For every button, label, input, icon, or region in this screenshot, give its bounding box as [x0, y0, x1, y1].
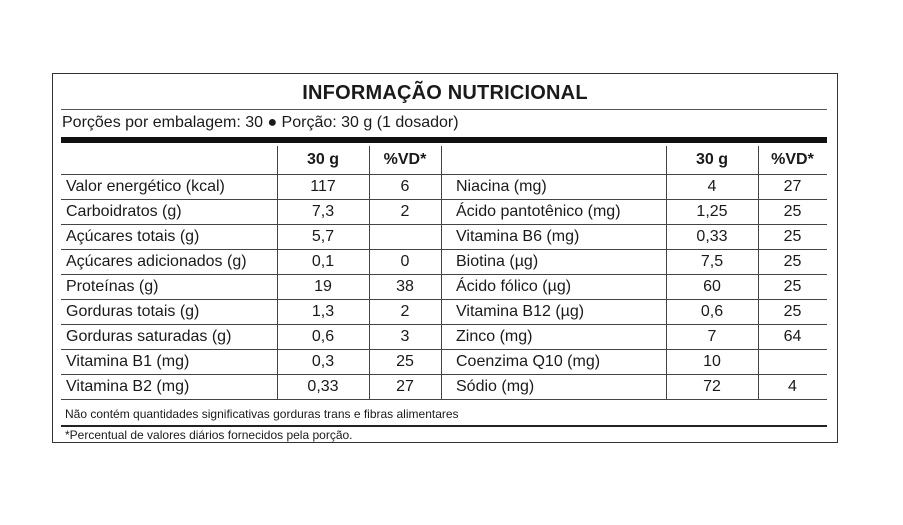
right-nutrient-name: Niacina (mg) — [456, 177, 547, 195]
right-nutrient-dv: 64 — [783, 327, 802, 345]
right-nutrient-dv: 25 — [783, 277, 802, 295]
left-nutrient-amount: 19 — [314, 277, 332, 295]
right-nutrient-amount: 0,6 — [700, 302, 724, 320]
left-nutrient-dv: 38 — [396, 277, 414, 295]
right-nutrient-name: Vitamina B12 (µg) — [456, 302, 585, 320]
left-nutrient-dv: 2 — [400, 302, 410, 320]
table-row: Gorduras totais (g) 1,3 2 Vitamina B12 (… — [61, 299, 827, 325]
left-nutrient-dv: 2 — [400, 202, 410, 220]
left-nutrient-dv: 27 — [396, 377, 414, 395]
footnote-divider — [61, 425, 827, 427]
left-nutrient-dv: 25 — [396, 352, 414, 370]
left-nutrient-amount: 117 — [310, 177, 336, 195]
right-nutrient-name: Zinco (mg) — [456, 327, 533, 345]
right-nutrient-name: Ácido fólico (µg) — [456, 277, 572, 295]
right-nutrient-amount: 60 — [703, 277, 721, 295]
header-amount-right: 30 g — [695, 151, 728, 168]
footnote-trans-fat: Não contém quantidades significativas go… — [65, 407, 459, 421]
left-nutrient-name: Vitamina B1 (mg) — [66, 352, 190, 370]
right-nutrient-amount: 4 — [707, 177, 717, 195]
thick-divider — [61, 137, 827, 143]
right-nutrient-dv: 25 — [783, 227, 802, 245]
right-nutrient-amount: 7,5 — [700, 252, 724, 270]
nutrition-facts-panel: INFORMAÇÃO NUTRICIONAL Porções por embal… — [52, 73, 838, 443]
right-nutrient-name: Ácido pantotênico (mg) — [456, 202, 621, 220]
left-nutrient-name: Proteínas (g) — [66, 277, 159, 295]
right-nutrient-dv: 25 — [783, 252, 802, 270]
left-nutrient-name: Carboidratos (g) — [66, 202, 182, 220]
left-nutrient-dv: 6 — [400, 177, 410, 195]
column-divider — [758, 146, 759, 399]
right-nutrient-name: Biotina (µg) — [456, 252, 539, 270]
right-nutrient-dv: 25 — [783, 202, 802, 220]
left-nutrient-name: Açúcares adicionados (g) — [66, 252, 247, 270]
title-divider — [61, 109, 827, 110]
left-nutrient-name: Açúcares totais (g) — [66, 227, 200, 245]
left-nutrient-amount: 5,7 — [311, 227, 335, 245]
left-nutrient-amount: 7,3 — [311, 202, 335, 220]
right-nutrient-name: Vitamina B6 (mg) — [456, 227, 580, 245]
column-divider — [666, 146, 667, 399]
left-nutrient-amount: 0,3 — [311, 352, 335, 370]
table-row: Valor energético (kcal) 117 6 Niacina (m… — [61, 174, 827, 200]
left-nutrient-amount: 0,33 — [307, 377, 339, 395]
table-header-row: 30 g %VD* 30 g %VD* — [61, 146, 827, 175]
left-nutrient-name: Valor energético (kcal) — [66, 177, 225, 195]
left-nutrient-dv — [369, 224, 441, 249]
right-nutrient-amount: 1,25 — [696, 202, 728, 220]
right-nutrient-dv: 27 — [783, 177, 802, 195]
right-nutrient-name: Sódio (mg) — [456, 377, 535, 395]
table-row: Açúcares adicionados (g) 0,1 0 Biotina (… — [61, 249, 827, 275]
header-dv-right: %VD* — [771, 151, 814, 168]
left-nutrient-amount: 0,6 — [311, 327, 335, 345]
header-amount-left: 30 g — [306, 151, 339, 168]
left-nutrient-amount: 0,1 — [311, 252, 335, 270]
right-nutrient-amount: 72 — [703, 377, 721, 395]
right-nutrient-dv: 25 — [783, 302, 802, 320]
column-divider — [369, 146, 370, 399]
serving-info: Porções por embalagem: 30 ● Porção: 30 g… — [62, 114, 459, 131]
left-nutrient-name: Gorduras saturadas (g) — [66, 327, 232, 345]
table-row: Vitamina B2 (mg) 0,33 27 Sódio (mg) 72 4 — [61, 374, 827, 400]
column-divider — [277, 146, 278, 399]
table-row: Carboidratos (g) 7,3 2 Ácido pantotênico… — [61, 199, 827, 225]
left-nutrient-dv: 0 — [400, 252, 410, 270]
table-row: Gorduras saturadas (g) 0,6 3 Zinco (mg) … — [61, 324, 827, 350]
right-nutrient-amount: 10 — [703, 352, 721, 370]
table-row: Açúcares totais (g) 5,7 Vitamina B6 (mg)… — [61, 224, 827, 250]
right-nutrient-dv — [758, 349, 827, 374]
left-nutrient-name: Vitamina B2 (mg) — [66, 377, 190, 395]
left-nutrient-amount: 1,3 — [311, 302, 335, 320]
left-nutrient-name: Gorduras totais (g) — [66, 302, 200, 320]
right-nutrient-amount: 7 — [707, 327, 717, 345]
right-nutrient-amount: 0,33 — [696, 227, 728, 245]
left-nutrient-dv: 3 — [400, 327, 410, 345]
header-dv-left: %VD* — [383, 151, 427, 168]
right-nutrient-dv: 4 — [788, 377, 797, 395]
right-nutrient-name: Coenzima Q10 (mg) — [456, 352, 601, 370]
nutrition-title: INFORMAÇÃO NUTRICIONAL — [302, 82, 588, 104]
table-row: Proteínas (g) 19 38 Ácido fólico (µg) 60… — [61, 274, 827, 300]
table-row: Vitamina B1 (mg) 0,3 25 Coenzima Q10 (mg… — [61, 349, 827, 375]
column-divider — [441, 146, 442, 399]
footnote-daily-values: *Percentual de valores diários fornecido… — [65, 428, 353, 442]
